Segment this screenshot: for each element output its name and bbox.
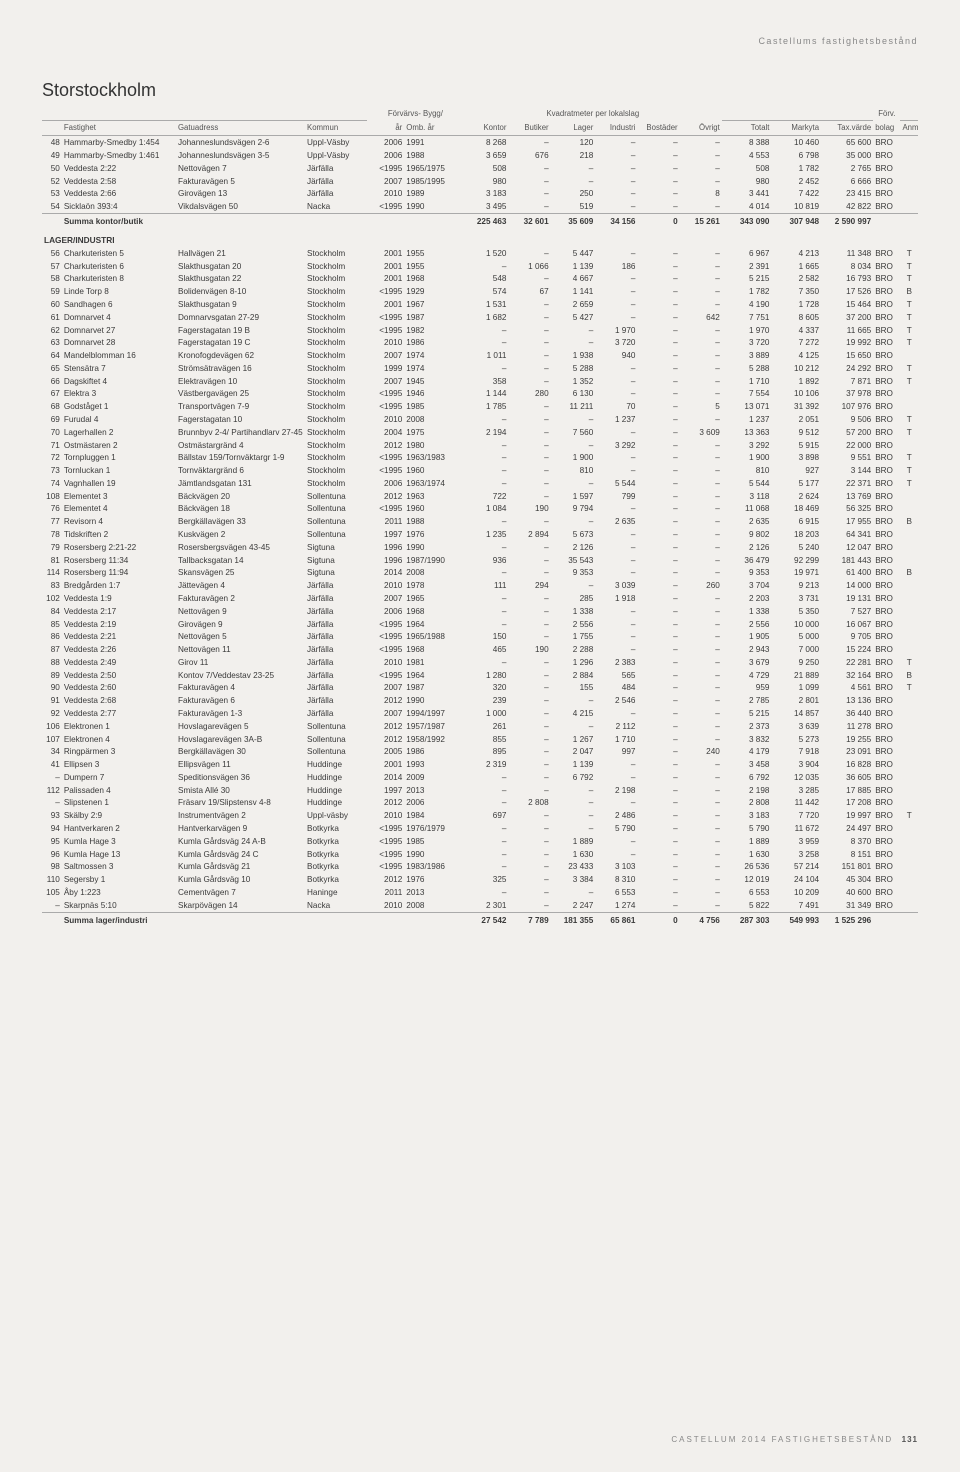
table-row: 41Ellipsen 3Ellipsvägen 11Huddinge200119… (42, 758, 918, 771)
hdr-bostader: Bostäder (637, 121, 679, 136)
table-row: –Dumpern 7Speditionsvägen 36Huddinge2014… (42, 771, 918, 784)
sum-kontor-row: Summa kontor/butik225 46332 60135 60934 … (42, 213, 918, 229)
table-row: 91Veddesta 2:68Fakturavägen 6Järfälla201… (42, 694, 918, 707)
table-row: 67Elektra 3Västbergavägen 25Stockholm<19… (42, 388, 918, 401)
table-row: 74Vagnhallen 19Jämtlandsgatan 131Stockho… (42, 477, 918, 490)
table-row: 106Elektronen 1Hovslagarevägen 5Sollentu… (42, 720, 918, 733)
table-row: 64Mandelblomman 16Kronofogdevägen 62Stoc… (42, 349, 918, 362)
table-row: 70Lagerhallen 2Brunnbyv 2-4/ Partihandla… (42, 426, 918, 439)
table-row: 60Sandhagen 6Slakthusgatan 9Stockholm200… (42, 298, 918, 311)
table-row: 76Elementet 4Bäckvägen 18Sollentuna<1995… (42, 503, 918, 516)
hdr-grp-forvbygg: Förvärvs- Bygg/ (367, 107, 464, 121)
table-row: 110Segersby 1Kumla Gårdsväg 10Botkyrka20… (42, 873, 918, 886)
table-row: 87Veddesta 2:26Nettovägen 11Järfälla<199… (42, 643, 918, 656)
table-row: 59Linde Torp 8Bolidenvägen 8-10Stockholm… (42, 285, 918, 298)
table-row: 90Veddesta 2:60Fakturavägen 4Järfälla200… (42, 682, 918, 695)
table-row: 86Veddesta 2:21Nettovägen 5Järfälla<1995… (42, 630, 918, 643)
table-row: 93Skälby 2:9Instrumentvägen 2Uppl-väsby2… (42, 809, 918, 822)
table-row: 34Ringpärmen 3Bergkällavägen 30Sollentun… (42, 745, 918, 758)
table-row: 98Saltmossen 3Kumla Gårdsväg 21Botkyrka<… (42, 860, 918, 873)
table-row: 84Veddesta 2:17Nettovägen 9Järfälla20061… (42, 605, 918, 618)
sum-lager-row: Summa lager/industri27 5427 789181 35565… (42, 912, 918, 928)
table-row: 107Elektronen 4Hovslagarevägen 3A-BSolle… (42, 733, 918, 746)
table-row: 48Hammarby-Smedby 1:454Johanneslundsväge… (42, 136, 918, 149)
table-row: 79Rosersberg 2:21-22Rosersbergsvägen 43-… (42, 541, 918, 554)
table-row: 61Domnarvet 4Domnarvsgatan 27-29Stockhol… (42, 311, 918, 324)
table-row: 73Tornluckan 1Tornväktargränd 6Stockholm… (42, 464, 918, 477)
property-table: Förvärvs- Bygg/ Kvadratmeter per lokalsl… (42, 107, 918, 928)
page-footer: CASTELLUM 2014 FASTIGHETSBESTÅND 131 (671, 1435, 918, 1444)
table-row: 85Veddesta 2:19Girovägen 9Järfälla<19951… (42, 618, 918, 631)
table-row: 54Sicklaön 393:4Vikdalsvägen 50Nacka<199… (42, 200, 918, 213)
table-row: 105Åby 1:223Cementvägen 7Haninge20112013… (42, 886, 918, 899)
hdr-markyta: Markyta (771, 121, 821, 136)
hdr-fastighet: Fastighet (62, 121, 176, 136)
table-row: 58Charkuteristen 8Slakthusgatan 22Stockh… (42, 273, 918, 286)
hdr-ovrigt: Övrigt (680, 121, 722, 136)
table-row: 56Charkuteristen 5Hallvägen 21Stockholm2… (42, 247, 918, 260)
hdr-kontor: Kontor (464, 121, 509, 136)
table-row: 83Bredgården 1:7Jättevägen 4Järfälla2010… (42, 579, 918, 592)
table-row: 69Furudal 4Fagerstagatan 10Stockholm2010… (42, 413, 918, 426)
hdr-butiker: Butiker (508, 121, 550, 136)
table-row: 52Veddesta 2:58Fakturavägen 5Järfälla200… (42, 175, 918, 188)
header-tag: Castellums fastighetsbestånd (758, 36, 918, 46)
table-row: 50Veddesta 2:22Nettovägen 7Järfälla<1995… (42, 162, 918, 175)
table-row: 95Kumla Hage 3Kumla Gårdsväg 24 A-BBotky… (42, 835, 918, 848)
hdr-ar: år (367, 121, 404, 136)
table-row: 112Palissaden 4Smista Allé 30Huddinge199… (42, 784, 918, 797)
hdr-totalt: Totalt (722, 121, 772, 136)
table-row: 49Hammarby-Smedby 1:461Johanneslundsväge… (42, 149, 918, 162)
table-row: –Slipstenen 1Fräsarv 19/Slipstensv 4-8Hu… (42, 797, 918, 810)
table-row: 94Hantverkaren 2Hantverkarvägen 9Botkyrk… (42, 822, 918, 835)
hdr-omb: Omb. år (404, 121, 464, 136)
hdr-gata: Gatuadress (176, 121, 305, 136)
table-row: 89Veddesta 2:50Kontov 7/Veddestav 23-25J… (42, 669, 918, 682)
table-row: 57Charkuteristen 6Slakthusgatan 20Stockh… (42, 260, 918, 273)
table-row: 78Tidskriften 2Kuskvägen 2Sollentuna1997… (42, 528, 918, 541)
table-row: 53Veddesta 2:66Girovägen 13Järfälla20101… (42, 187, 918, 200)
hdr-taxv: Tax.värde (821, 121, 873, 136)
hdr-anm: Anm (900, 121, 918, 136)
table-row: 88Veddesta 2:49Girov 11Järfälla20101981–… (42, 656, 918, 669)
table-row: 63Domnarvet 28Fagerstagatan 19 CStockhol… (42, 336, 918, 349)
table-row: 66Dagskiftet 4Elektravägen 10Stockholm20… (42, 375, 918, 388)
table-row: 71Ostmästaren 2Ostmästargränd 4Stockholm… (42, 439, 918, 452)
table-row: 72Tornpluggen 1Bällstav 159/Tornväktargr… (42, 451, 918, 464)
region-title: Storstockholm (42, 80, 918, 101)
table-row: 68Godståget 1Transportvägen 7-9Stockholm… (42, 400, 918, 413)
table-row: 114Rosersberg 11:94Skansvägen 25Sigtuna2… (42, 567, 918, 580)
hdr-lager: Lager (551, 121, 596, 136)
table-row: 102Veddesta 1:9Fakturavägen 2Järfälla200… (42, 592, 918, 605)
table-row: 77Revisorn 4Bergkällavägen 33Sollentuna2… (42, 515, 918, 528)
hdr-industri: Industri (595, 121, 637, 136)
hdr-bolag: bolag (873, 121, 900, 136)
table-row: 65Stensätra 7Strömsätravägen 16Stockholm… (42, 362, 918, 375)
table-row: 96Kumla Hage 13Kumla Gårdsväg 24 CBotkyr… (42, 848, 918, 861)
section-lager: LAGER/INDUSTRI (42, 229, 918, 247)
table-row: 108Elementet 3Bäckvägen 20Sollentuna2012… (42, 490, 918, 503)
table-row: –Skarpnäs 5:10Skarpövägen 14Nacka2010200… (42, 899, 918, 912)
table-row: 62Domnarvet 27Fagerstagatan 19 BStockhol… (42, 324, 918, 337)
table-row: 81Rosersberg 11:34Tallbacksgatan 14Sigtu… (42, 554, 918, 567)
hdr-kommun: Kommun (305, 121, 367, 136)
table-row: 92Veddesta 2:77Fakturavägen 1-3Järfälla2… (42, 707, 918, 720)
hdr-grp-forv: Förv. (873, 107, 900, 121)
hdr-grp-kvm: Kvadratmeter per lokalslag (464, 107, 722, 121)
